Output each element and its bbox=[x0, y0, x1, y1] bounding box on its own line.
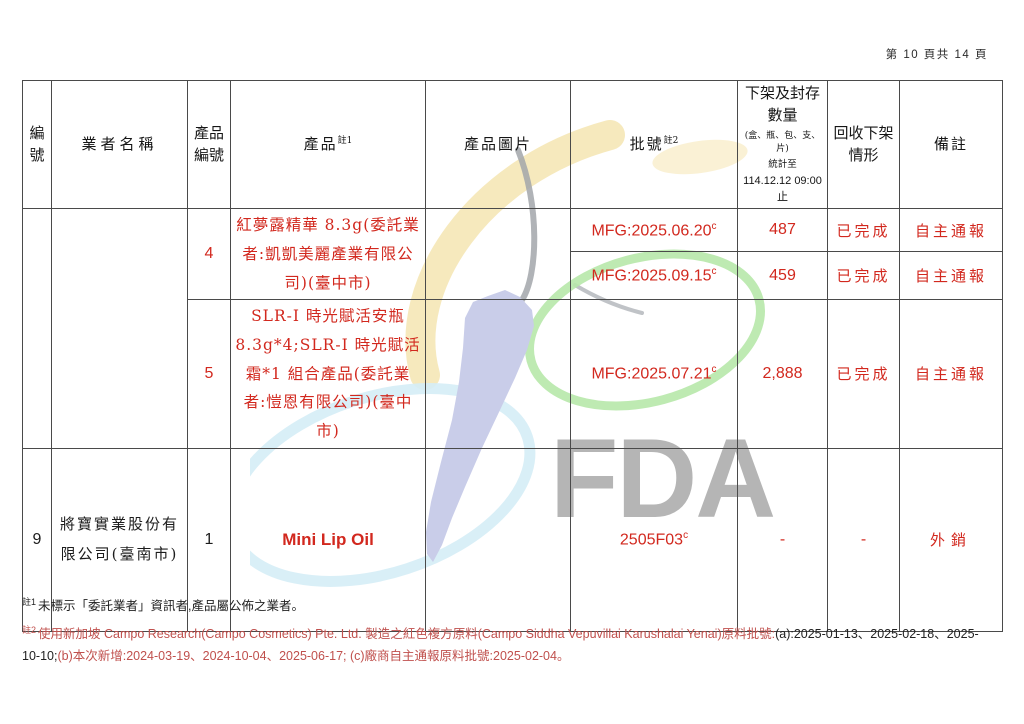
footnote-1-text: 未標示「委託業者」資訊者,產品屬公佈之業者。 bbox=[38, 599, 304, 614]
cell-batch-4b: MFG:2025.09.15c bbox=[570, 251, 738, 301]
table-row-company9: 9 將寶實業股份有限公司(臺南市) 1 Mini Lip Oil 2505F03… bbox=[22, 447, 1003, 632]
header-quantity-asof: 統計至 bbox=[768, 158, 797, 170]
header-quantity-line1: 下架及封存 bbox=[744, 84, 820, 102]
cell-product-4-name: 紅夢露精華 8.3g(委託業者:凱凱美麗產業有限公司)(臺中市) bbox=[230, 208, 426, 301]
table-row-product4-batch1: 4 紅夢露精華 8.3g(委託業者:凱凱美麗產業有限公司)(臺中市) MFG:2… bbox=[22, 208, 1003, 449]
batch-superscript: c bbox=[683, 529, 689, 541]
header-product-label: 產品 bbox=[303, 134, 338, 153]
footnote-1: 註1 未標示「委託業者」資訊者,產品屬公佈之業者。 bbox=[22, 594, 990, 618]
header-batch-note-ref: 註2 bbox=[663, 135, 679, 146]
cell-remark-5: 自主通報 bbox=[899, 299, 1003, 449]
cell-status-9: - bbox=[827, 447, 900, 632]
footnote-2-source-text: 使用新加坡 Campo Research(Campo Cosmetics) Pt… bbox=[38, 626, 776, 641]
table-header-row: 編號 業者名稱 產品編號 產品註1 產品圖片 批號註2 下架及封存 數量 (盒、… bbox=[22, 79, 1003, 210]
cell-company-9: 將寶實業股份有限公司(臺南市) bbox=[51, 447, 188, 632]
cell-no-group1 bbox=[22, 208, 52, 449]
footnote-1-marker: 註1 bbox=[22, 597, 37, 607]
cell-qty-9: - bbox=[737, 447, 828, 632]
header-quantity-line2: 數量 bbox=[767, 105, 798, 124]
cell-remark-4b: 自主通報 bbox=[899, 251, 1003, 301]
cell-product-4-image bbox=[425, 208, 571, 301]
batch-superscript: c bbox=[711, 364, 717, 376]
cell-qty-5: 2,888 bbox=[737, 299, 828, 449]
cell-batch-4a: MFG:2025.06.20c bbox=[570, 208, 738, 253]
cell-product-no-4: 4 bbox=[187, 208, 231, 301]
footnote-2-marker: 註2 bbox=[22, 624, 37, 635]
batch-superscript: c bbox=[711, 266, 717, 278]
cell-batch-5: MFG:2025.07.21c bbox=[570, 299, 738, 449]
cell-status-4b: 已完成 bbox=[827, 251, 900, 301]
cell-remark-9: 外銷 bbox=[899, 447, 1003, 632]
footnote-2-batches-a: (a):2025-01-13、2025-02-18、2025-10-10; bbox=[22, 626, 979, 664]
header-product: 產品註1 bbox=[230, 79, 426, 210]
header-batch: 批號註2 bbox=[570, 79, 738, 210]
batch-superscript: c bbox=[711, 220, 717, 232]
footnotes: 註1 未標示「委託業者」資訊者,產品屬公佈之業者。 註2 使用新加坡 Campo R… bbox=[22, 594, 990, 672]
header-product-image: 產品圖片 bbox=[425, 79, 571, 210]
cell-product-minilipoil: Mini Lip Oil bbox=[230, 447, 426, 632]
cell-status-4a: 已完成 bbox=[827, 208, 900, 253]
footnote-2-batches-b: (b)本次新增:2024-03-19、2024-10-04、2025-06-17… bbox=[57, 649, 347, 664]
cell-product-9-image bbox=[425, 447, 571, 632]
cell-remark-4a: 自主通報 bbox=[899, 208, 1003, 253]
header-no: 編號 bbox=[22, 79, 52, 210]
page-number: 第 10 頁共 14 頁 bbox=[885, 49, 988, 61]
batch-value: 2505F03 bbox=[619, 531, 684, 549]
header-batch-label: 批號 bbox=[629, 134, 664, 153]
cell-company-group1 bbox=[51, 208, 188, 449]
cell-qty-4a: 487 bbox=[737, 208, 828, 253]
header-company: 業者名稱 bbox=[51, 79, 188, 210]
cell-qty-4b: 459 bbox=[737, 251, 828, 301]
cell-product-no-5: 5 bbox=[187, 299, 231, 449]
batch-value: MFG:2025.09.15 bbox=[591, 267, 712, 285]
cell-product-5-image bbox=[425, 299, 571, 449]
cell-status-5: 已完成 bbox=[827, 299, 900, 449]
table-row-product5: 5 SLR-I 時光賦活安瓶 8.3g*4;SLR-I 時光賦活霜*1 組合產品… bbox=[23, 299, 1003, 449]
header-product-note-ref: 註1 bbox=[337, 135, 353, 146]
footnote-2-batches-c: (c)廠商自主通報原料批號:2025-02-04。 bbox=[346, 649, 570, 664]
header-recall-status: 回收下架情形 bbox=[827, 79, 900, 210]
cell-batch-9: 2505F03c bbox=[570, 447, 738, 632]
batch-value: MFG:2025.07.21 bbox=[591, 365, 712, 383]
header-quantity-deadline: 114.12.12 09:00 止 bbox=[743, 175, 822, 204]
footnote-2: 註2 使用新加坡 Campo Research(Campo Cosmetics) … bbox=[22, 622, 990, 668]
header-remark: 備註 bbox=[899, 79, 1003, 210]
header-quantity: 下架及封存 數量 (盒、瓶、包、支、片) 統計至 114.12.12 09:00… bbox=[737, 79, 828, 210]
batch-value: MFG:2025.06.20 bbox=[591, 222, 712, 239]
cell-product-no-1: 1 bbox=[187, 447, 231, 632]
table-row-product4-batch2: MFG:2025.09.15c 459 已完成 自主通報 bbox=[23, 251, 1003, 301]
header-product-no: 產品編號 bbox=[187, 79, 231, 210]
header-quantity-units: (盒、瓶、包、支、片) bbox=[744, 130, 821, 154]
recall-table: 編號 業者名稱 產品編號 產品註1 產品圖片 批號註2 下架及封存 數量 (盒、… bbox=[22, 79, 1003, 632]
cell-product-5-name: SLR-I 時光賦活安瓶 8.3g*4;SLR-I 時光賦活霜*1 組合產品(委… bbox=[230, 299, 426, 449]
